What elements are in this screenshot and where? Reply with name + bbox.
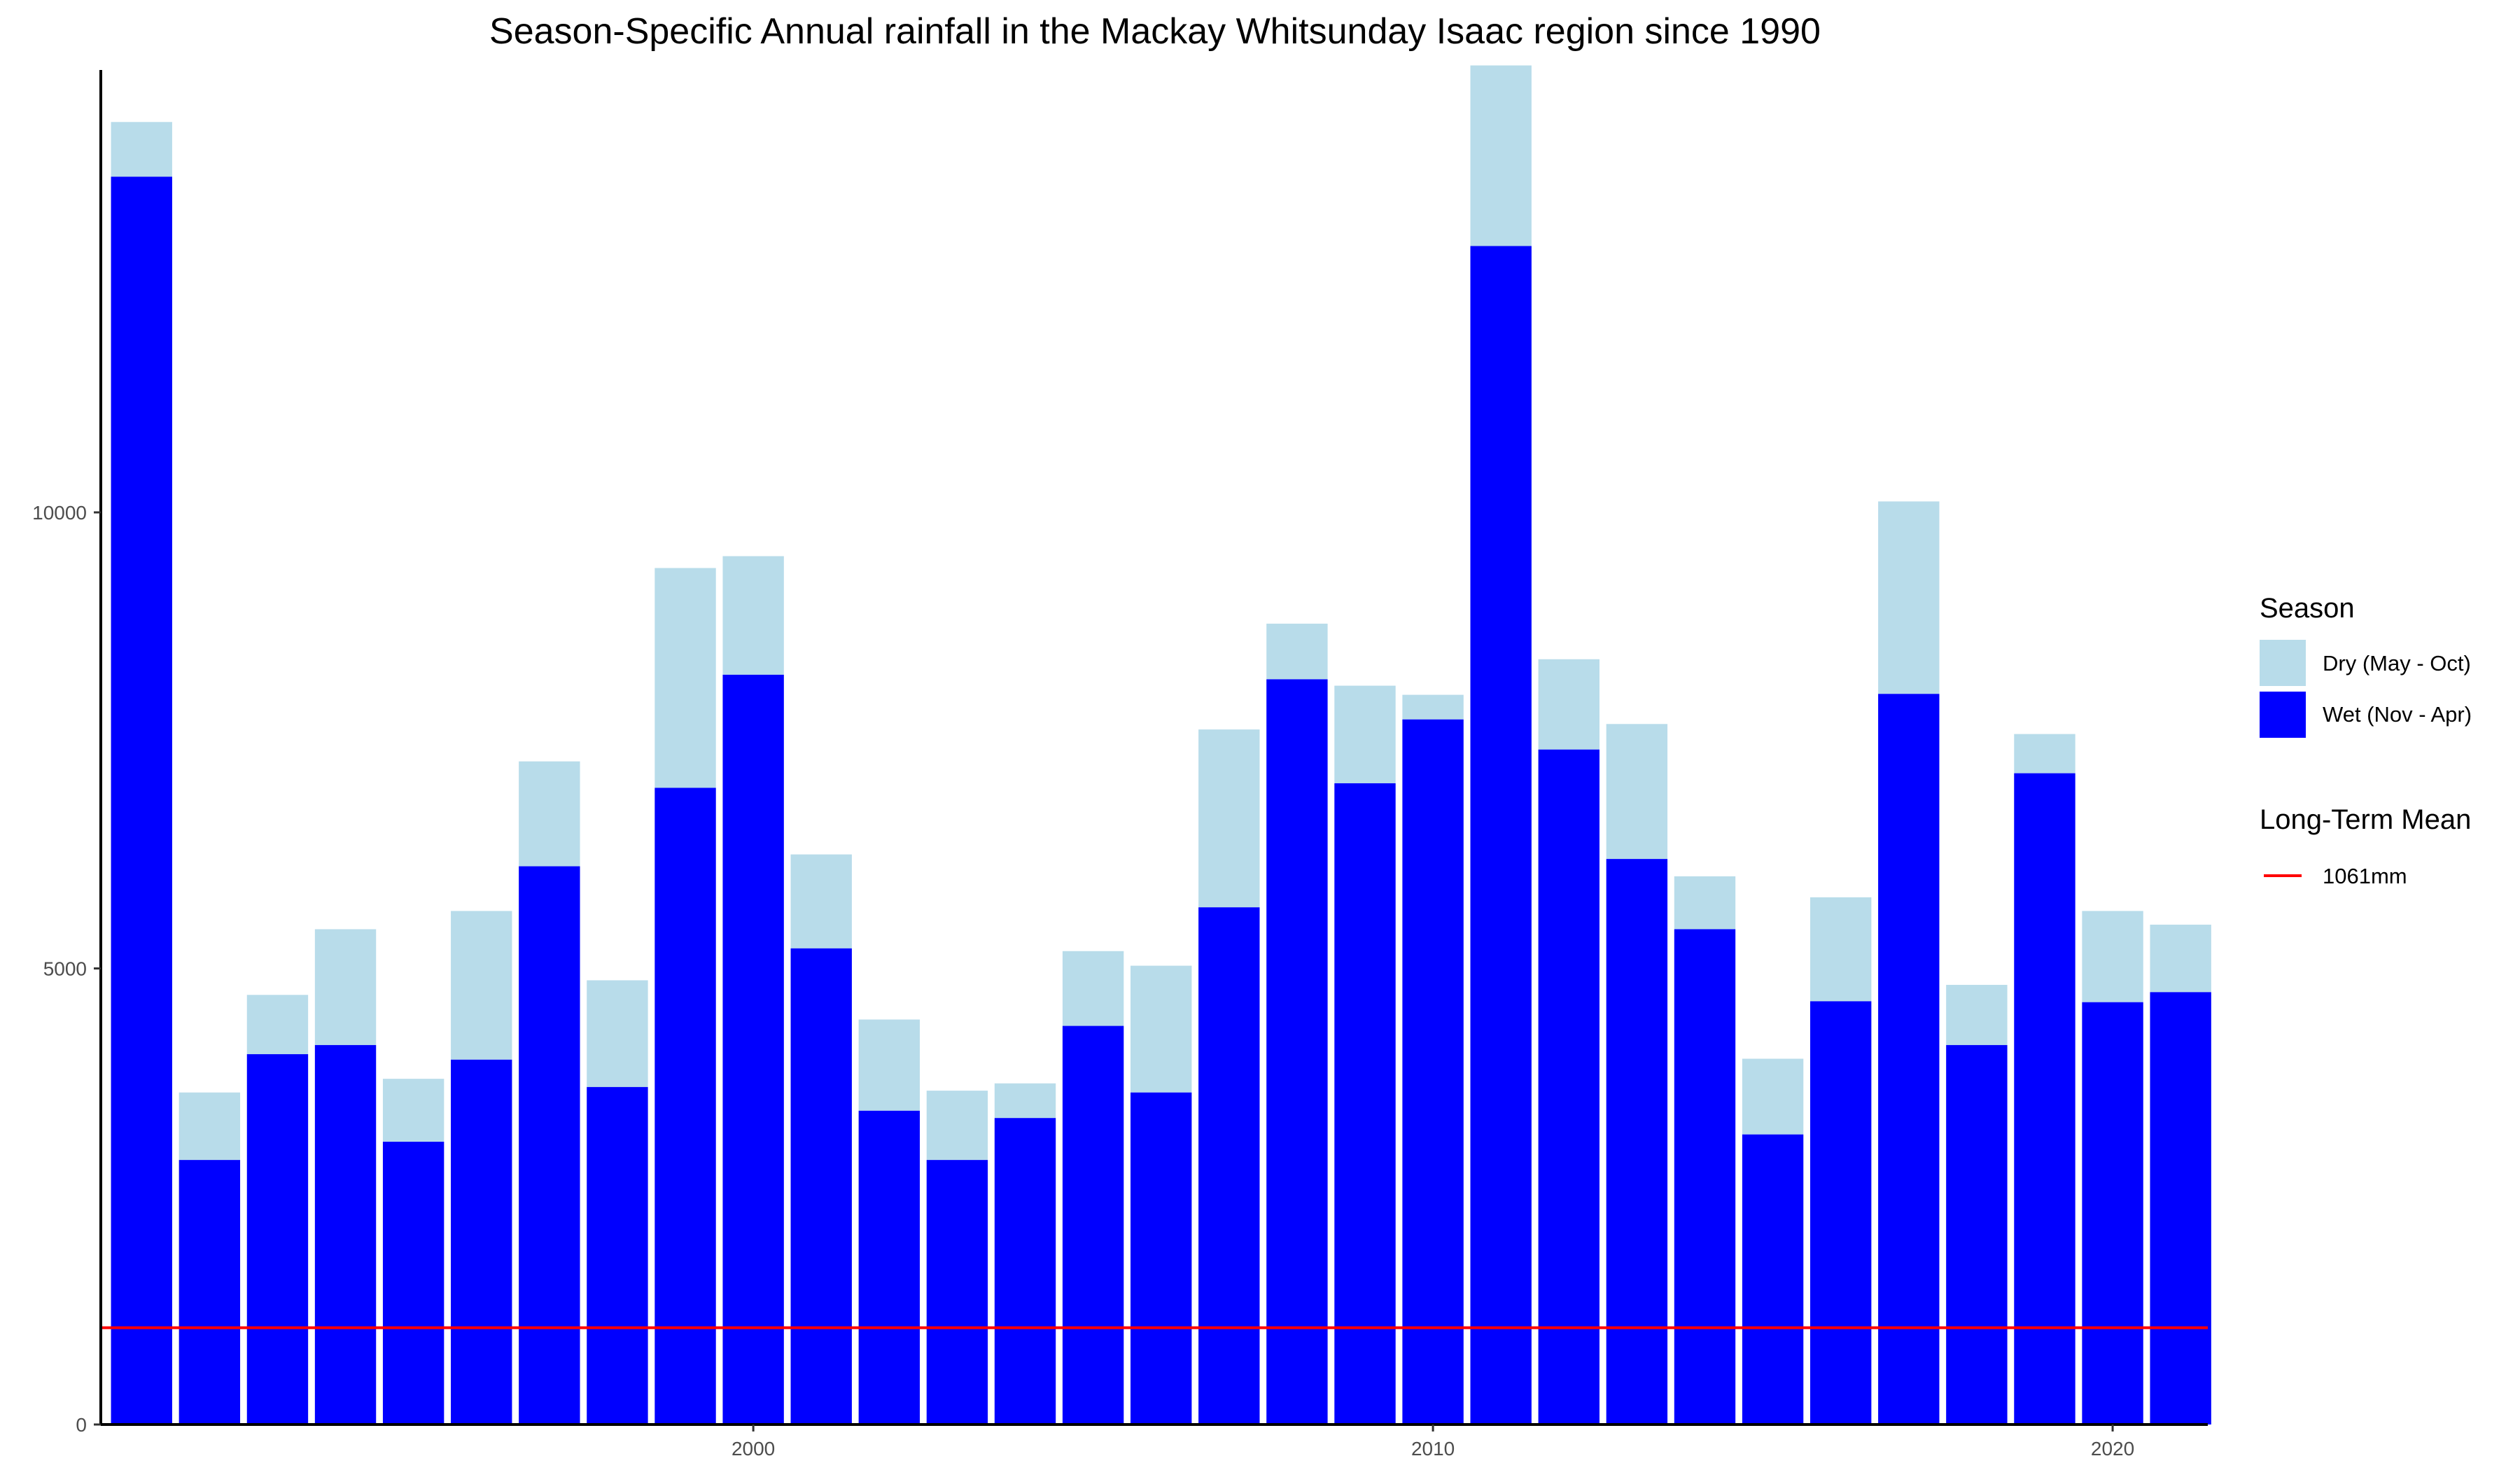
- bar-wet-2018: [1946, 1044, 2008, 1424]
- bar-wet-1996: [451, 1059, 512, 1424]
- y-tick-label-0: 0: [76, 1414, 87, 1436]
- bar-dry-1993: [246, 995, 309, 1054]
- bar-wet-2005: [1062, 1026, 1124, 1424]
- bar-wet-2014: [1674, 929, 1736, 1424]
- bar-dry-1997: [519, 761, 580, 867]
- bar-wet-1993: [246, 1054, 309, 1424]
- legend-label-mean: 1061mm: [2323, 864, 2407, 888]
- legend-season: Season Dry (May - Oct) Wet (Nov - Apr): [2260, 593, 2472, 738]
- bar-wet-2010: [1402, 719, 1464, 1424]
- bar-wet-1998: [587, 1086, 648, 1424]
- bar-dry-1995: [382, 1079, 444, 1142]
- bar-dry-2011: [1470, 65, 1532, 246]
- plot-area: 0 5000 10000 2000 2010 2020: [32, 65, 2211, 1460]
- y-tick-label-5000: 5000: [43, 958, 87, 979]
- bar-dry-2019: [2014, 734, 2076, 774]
- bar-wet-2008: [1266, 679, 1328, 1425]
- bar-wet-2000: [722, 674, 784, 1425]
- bar-dry-1998: [587, 980, 648, 1087]
- bar-dry-2020: [2082, 911, 2143, 1002]
- bar-dry-1996: [451, 911, 512, 1060]
- legend-swatch-dry: [2260, 640, 2306, 686]
- bar-wet-1994: [314, 1044, 377, 1424]
- x-axis-ticks: 2000 2010 2020: [732, 1424, 2134, 1460]
- bar-dry-2001: [790, 854, 852, 948]
- bar-dry-1992: [178, 1092, 241, 1161]
- x-tick-label-2010: 2010: [1411, 1438, 1455, 1460]
- bar-dry-1999: [654, 568, 716, 788]
- bar-wet-2019: [2014, 773, 2076, 1424]
- bar-wet-1992: [178, 1160, 241, 1424]
- bar-wet-1999: [654, 788, 716, 1424]
- x-tick-label-2000: 2000: [732, 1438, 775, 1460]
- bar-wet-2011: [1470, 246, 1532, 1425]
- bar-dry-2014: [1674, 876, 1736, 930]
- chart-title: Season-Specific Annual rainfall in the M…: [489, 11, 1821, 52]
- bar-wet-2012: [1538, 749, 1600, 1424]
- bar-group: [111, 65, 2211, 1425]
- bar-dry-2008: [1266, 623, 1328, 680]
- bar-wet-2003: [926, 1160, 988, 1424]
- bar-wet-2001: [790, 948, 852, 1424]
- bar-dry-2015: [1742, 1058, 1804, 1135]
- bar-dry-2017: [1878, 501, 1940, 694]
- bar-dry-2004: [994, 1083, 1056, 1119]
- bar-dry-1994: [314, 929, 377, 1045]
- bar-wet-2002: [858, 1110, 920, 1424]
- y-axis-ticks: 0 5000 10000: [32, 502, 101, 1436]
- bar-wet-1997: [519, 866, 580, 1424]
- bar-wet-2016: [1809, 1001, 1872, 1424]
- bar-wet-2017: [1878, 694, 1940, 1424]
- bar-dry-2012: [1538, 659, 1600, 750]
- bar-wet-2006: [1130, 1092, 1192, 1424]
- x-tick-label-2020: 2020: [2091, 1438, 2134, 1460]
- bar-wet-2021: [2150, 992, 2211, 1424]
- bar-dry-2007: [1198, 729, 1260, 908]
- bar-wet-2009: [1334, 783, 1396, 1424]
- bar-wet-1995: [382, 1142, 444, 1424]
- legend-label-dry: Dry (May - Oct): [2323, 651, 2471, 676]
- bar-dry-2013: [1606, 724, 1668, 860]
- bar-wet-2015: [1742, 1134, 1804, 1424]
- bar-dry-2006: [1130, 965, 1192, 1093]
- legend-mean: Long-Term Mean 1061mm: [2260, 804, 2471, 888]
- legend-mean-title: Long-Term Mean: [2260, 804, 2471, 835]
- bar-dry-1991: [111, 122, 172, 177]
- y-tick-label-10000: 10000: [32, 502, 87, 524]
- bar-dry-2010: [1402, 694, 1464, 720]
- bar-dry-2005: [1062, 951, 1124, 1026]
- bar-dry-2016: [1809, 897, 1872, 1002]
- bar-dry-2018: [1946, 984, 2008, 1045]
- bar-dry-2000: [722, 556, 784, 675]
- bar-dry-2002: [858, 1019, 920, 1111]
- bar-wet-2004: [994, 1118, 1056, 1424]
- legend-swatch-wet: [2260, 692, 2306, 738]
- legend-season-title: Season: [2260, 593, 2355, 624]
- bar-dry-2003: [926, 1091, 988, 1161]
- bar-wet-2013: [1606, 859, 1668, 1424]
- legend-label-wet: Wet (Nov - Apr): [2323, 702, 2472, 727]
- bar-wet-1991: [111, 176, 172, 1425]
- bar-dry-2009: [1334, 685, 1396, 783]
- bar-dry-2021: [2150, 924, 2211, 993]
- bar-wet-2020: [2082, 1002, 2143, 1424]
- bar-wet-2007: [1198, 907, 1260, 1424]
